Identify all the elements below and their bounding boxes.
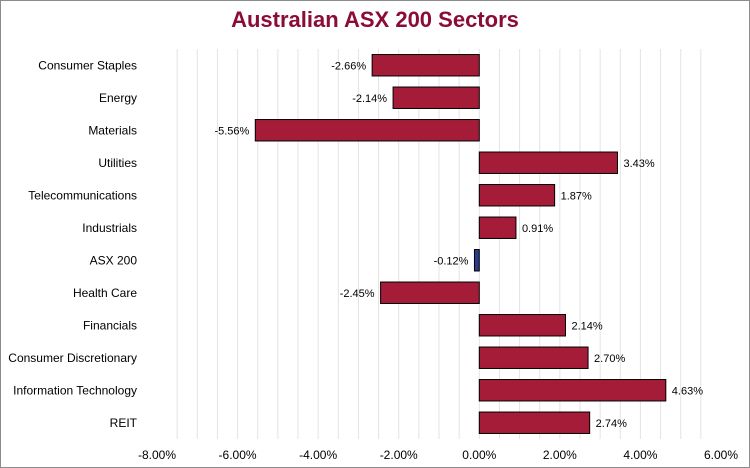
data-label: -2.45%: [340, 288, 375, 300]
category-label: Materials: [88, 123, 137, 137]
data-label: -2.66%: [331, 60, 366, 72]
bar-energy: [392, 86, 480, 109]
category-label: Industrials: [82, 221, 137, 235]
x-tick-label: -2.00%: [380, 448, 418, 462]
bar-materials: [254, 119, 480, 142]
data-label: 2.70%: [594, 353, 625, 365]
category-labels: Consumer Staples Energy Materials Utilities…: [8, 58, 137, 430]
x-tick-label: 4.00%: [623, 448, 657, 462]
bar-asx-200: [473, 249, 480, 272]
category-label: Consumer Staples: [38, 58, 137, 72]
bar-reit: [478, 411, 591, 434]
data-label: 1.87%: [561, 190, 592, 202]
category-label: REIT: [110, 416, 138, 430]
data-label: 2.74%: [596, 418, 627, 430]
bar-industrials: [478, 216, 517, 239]
data-label: -5.56%: [214, 125, 249, 137]
category-label: Information Technology: [13, 383, 137, 397]
bar-financials: [478, 314, 566, 337]
x-tick-label: 0.00%: [462, 448, 496, 462]
category-label: ASX 200: [90, 253, 138, 267]
x-tick-label: -4.00%: [299, 448, 337, 462]
x-tick-label: 2.00%: [543, 448, 577, 462]
category-label: Consumer Discretionary: [8, 351, 137, 365]
bar-consumer-discretionary: [478, 346, 589, 369]
bar-health-care: [380, 281, 480, 304]
data-label: 2.14%: [571, 320, 602, 332]
bar-information-technology: [478, 379, 667, 402]
data-label: 0.91%: [522, 223, 553, 235]
category-label: Health Care: [73, 286, 137, 300]
data-label: -0.12%: [434, 255, 469, 267]
bars: [254, 54, 667, 434]
data-label: -2.14%: [352, 93, 387, 105]
data-label: 3.43%: [623, 158, 654, 170]
x-tick-label: -8.00%: [138, 448, 176, 462]
bar-consumer-staples: [371, 54, 480, 77]
x-tick-label: 6.00%: [704, 448, 738, 462]
bar-utilities: [478, 151, 618, 174]
x-tick-label: -6.00%: [219, 448, 257, 462]
category-label: Utilities: [98, 156, 137, 170]
gridlines: [176, 49, 702, 439]
chart-title: Australian ASX 200 Sectors: [231, 7, 519, 32]
bar-telecommunications: [478, 184, 556, 207]
data-labels: -2.66% -2.14% -5.56% 3.43% 1.87% 0.91% -0.12% -…: [214, 60, 703, 430]
category-label: Financials: [83, 318, 137, 332]
category-label: Energy: [99, 91, 137, 105]
data-label: 4.63%: [672, 385, 703, 397]
category-label: Telecommunications: [28, 188, 137, 202]
x-axis-tick-labels: -8.00% -6.00% -4.00% -2.00% 0.00% 2.00% 4.00% 6…: [138, 448, 738, 462]
